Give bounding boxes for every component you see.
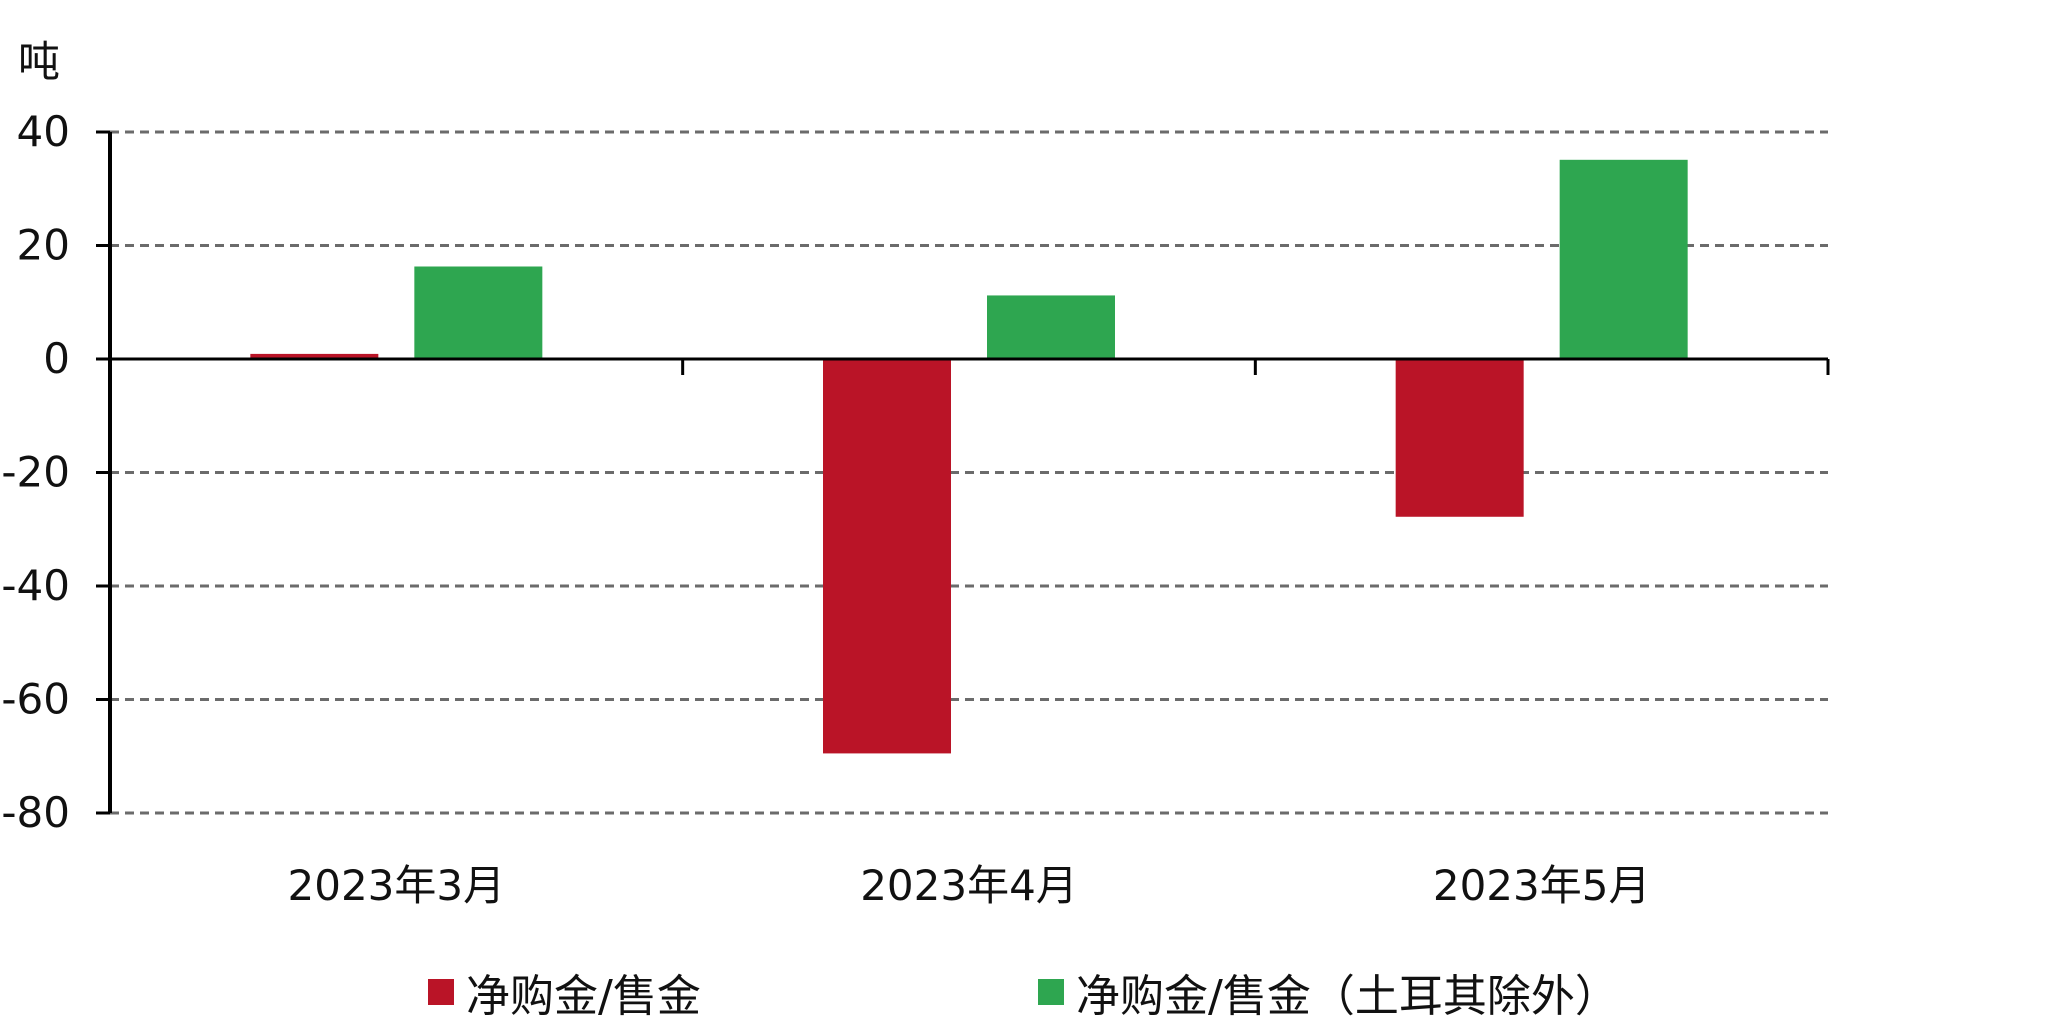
legend-swatch-series-1 (428, 979, 454, 1005)
bar-series-2-cat-1 (414, 266, 543, 359)
legend-swatch-series-2 (1038, 979, 1064, 1005)
bars (250, 159, 1688, 754)
y-tick-label: 20 (17, 221, 70, 270)
axes (96, 130, 1830, 815)
bar-series-1-cat-3 (1395, 359, 1524, 517)
legend-label-series-2: 净购金/售金（土耳其除外） (1076, 971, 1619, 1022)
legend-item-series-2: 净购金/售金（土耳其除外） (1038, 960, 1619, 1024)
y-tick-label: 0 (43, 334, 70, 383)
y-axis-unit-label: 吨 (18, 37, 61, 86)
y-tick-labels: 40 20 0 -20 -40 -60 -80 (1, 107, 70, 837)
x-tick-label: 2023年5月 (1433, 861, 1651, 910)
y-tick-label: -60 (1, 675, 70, 724)
x-tick-labels: 2023年3月 2023年4月 2023年5月 (288, 861, 1651, 910)
bar-series-2-cat-3 (1559, 159, 1688, 359)
bar-series-1-cat-2 (823, 359, 951, 754)
y-tick-label: 40 (17, 107, 70, 156)
bar-series-2-cat-2 (987, 295, 1115, 359)
legend-item-series-1: 净购金/售金 (428, 960, 701, 1024)
bar-series-1-cat-1 (250, 353, 379, 359)
grid-lines (110, 130, 1828, 815)
y-tick-label: -40 (1, 561, 70, 610)
y-tick-label: -20 (1, 448, 70, 497)
x-tick-label: 2023年4月 (860, 861, 1078, 910)
x-tick-label: 2023年3月 (288, 861, 506, 910)
legend-label-series-1: 净购金/售金 (466, 971, 701, 1022)
y-tick-label: -80 (1, 788, 70, 837)
